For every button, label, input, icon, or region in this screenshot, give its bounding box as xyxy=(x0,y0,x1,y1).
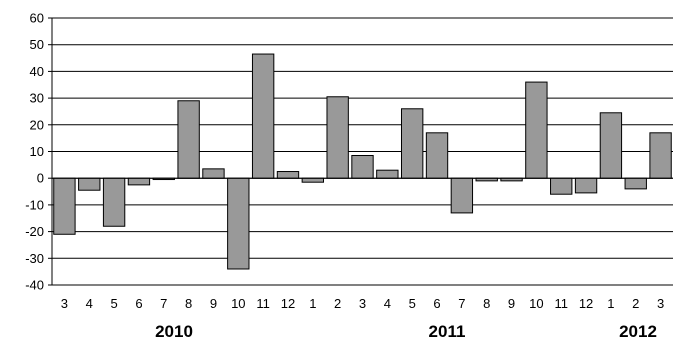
x-tick-label: 7 xyxy=(458,296,465,311)
bar xyxy=(202,168,225,179)
bar xyxy=(400,108,424,179)
y-tick-label: -10 xyxy=(25,197,44,212)
x-tick-label: 4 xyxy=(86,296,93,311)
bar xyxy=(624,177,647,190)
gridlines xyxy=(48,17,673,286)
x-tick-label: 5 xyxy=(110,296,117,311)
x-tick-label: 4 xyxy=(384,296,391,311)
x-tick-label: 1 xyxy=(607,296,614,311)
y-tick-label: -20 xyxy=(25,224,44,239)
x-tick-label: 3 xyxy=(359,296,366,311)
x-tick-label: 11 xyxy=(554,296,568,311)
bar xyxy=(376,169,399,179)
bar xyxy=(425,132,449,179)
x-tick-labels: 3 4 5 6 7 8 9 10 11 12 1 2 3 4 5 6 7 8 9 10 11 12 1 2 3 xyxy=(61,296,664,311)
bar xyxy=(127,177,151,186)
year-label-2010: 2010 xyxy=(155,322,193,340)
x-tick-label: 11 xyxy=(256,296,270,311)
bar xyxy=(301,177,325,183)
bar xyxy=(251,53,275,179)
y-tick-label: -30 xyxy=(25,251,44,266)
bar xyxy=(574,177,598,194)
year-label-2011: 2011 xyxy=(429,322,466,340)
x-tick-label: 6 xyxy=(433,296,440,311)
x-tick-label: 12 xyxy=(579,296,593,311)
x-tick-label: 5 xyxy=(409,296,416,311)
bar xyxy=(276,171,300,179)
x-tick-label: 10 xyxy=(231,296,245,311)
bars xyxy=(53,53,672,270)
bar xyxy=(78,177,101,191)
bar xyxy=(450,177,474,214)
x-tick-label: 2 xyxy=(632,296,639,311)
x-tick-label: 3 xyxy=(657,296,664,311)
bar xyxy=(102,177,126,227)
year-labels: 2010 2011 2012 xyxy=(155,322,657,340)
x-tick-label: 8 xyxy=(185,296,192,311)
bar xyxy=(550,177,573,195)
bar xyxy=(53,177,76,235)
bar xyxy=(649,132,672,179)
y-tick-label: -40 xyxy=(25,278,44,293)
y-tick-label: 0 xyxy=(37,171,44,186)
x-tick-label: 9 xyxy=(508,296,515,311)
x-tick-label: 12 xyxy=(281,296,295,311)
bar xyxy=(326,96,349,179)
bar xyxy=(177,100,200,179)
axes xyxy=(51,18,673,285)
x-tick-label: 9 xyxy=(210,296,217,311)
y-tick-label: 20 xyxy=(30,117,44,132)
x-tick-label: 2 xyxy=(334,296,341,311)
y-tick-label: 10 xyxy=(30,144,44,159)
x-tick-label: 7 xyxy=(160,296,167,311)
y-tick-label: 30 xyxy=(30,91,44,106)
year-label-2012: 2012 xyxy=(619,322,657,340)
x-tick-label: 10 xyxy=(529,296,543,311)
bar xyxy=(351,155,374,179)
y-tick-label: 40 xyxy=(30,64,44,79)
x-tick-label: 8 xyxy=(483,296,490,311)
y-tick-label: 50 xyxy=(30,37,44,52)
y-tick-labels: 60 50 40 30 20 10 0 -10 -20 -30 -40 xyxy=(25,11,44,293)
bar xyxy=(599,112,623,179)
x-tick-label: 3 xyxy=(61,296,68,311)
bar xyxy=(525,81,548,179)
y-tick-label: 60 xyxy=(30,11,44,26)
bar xyxy=(227,177,250,270)
x-tick-label: 1 xyxy=(309,296,316,311)
x-tick-label: 6 xyxy=(135,296,142,311)
